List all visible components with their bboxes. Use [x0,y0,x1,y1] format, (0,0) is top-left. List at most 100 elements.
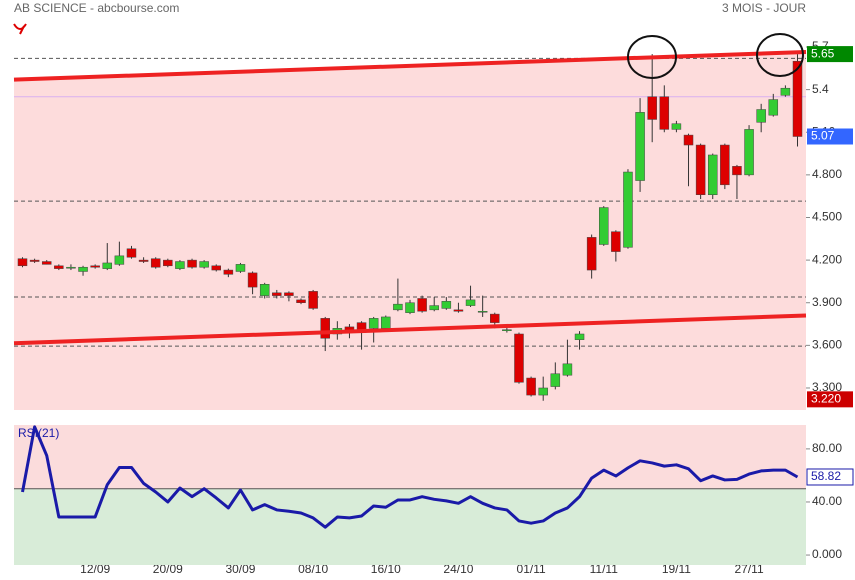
candle-body [90,265,100,268]
candle-body [538,387,548,396]
price-tag-label: 3.220 [811,392,841,406]
price-tag-label: 5.65 [811,46,835,60]
candle-body [659,96,670,130]
candle-body [599,207,609,245]
y-tick-label: 3.900 [812,295,842,309]
candle-body [223,269,234,275]
candle-body [126,248,137,258]
y-tick-label: 0.000 [812,547,842,561]
y-tick-label: 80.00 [812,441,842,455]
candle-body [477,311,488,313]
candle-body [29,259,40,262]
candle-body [671,123,682,130]
candle-body [792,60,803,137]
highlight-circle [756,33,804,77]
logo [13,23,27,35]
candle-body [150,258,161,268]
price-tag [807,128,853,145]
candle-body [66,266,76,269]
candle-body [707,154,718,196]
candle-body [756,109,766,123]
channel-fill [14,51,806,410]
chart-title: AB SCIENCE - abcbourse.com [14,1,179,15]
x-tick-label: 20/09 [153,562,183,576]
y-tick-label: 4.200 [812,252,842,266]
candle-body [393,303,403,311]
x-tick-label: 12/09 [80,562,110,576]
y-tick-label: 5.4 [812,82,829,96]
candle-body [102,262,113,269]
rsi-line [21,425,799,529]
candle-body [247,272,258,288]
candle-body [54,265,64,269]
candle-body [490,313,500,323]
candle-body [235,264,246,272]
price-tag [807,391,853,408]
candle-body [623,171,633,248]
candle-body [272,292,282,296]
x-tick-label: 24/10 [443,562,473,576]
x-tick-label: 11/11 [590,562,619,576]
candle-body [502,329,512,331]
candle-body [199,261,209,268]
candle-body [284,292,294,296]
candle-body [635,112,645,181]
annotations [627,33,804,79]
candle-body [138,259,149,262]
candle-body [114,255,125,265]
price-tag-label: 5.07 [811,129,835,143]
candle-body [429,305,439,311]
trend-line [13,49,807,82]
y-tick-label: 4.800 [812,167,842,181]
candle-body [780,87,791,96]
candle-body [683,134,694,146]
candle-body [441,301,452,309]
candle-body [611,231,621,252]
candle-body [720,144,730,186]
candle-body [768,99,779,116]
candle-body [308,291,318,309]
candle-body [320,318,330,339]
y-tick-label: 40.00 [812,494,842,508]
candle-body [465,299,476,306]
candle-body [695,144,706,196]
candle-body [211,265,221,271]
value-tag [806,468,854,486]
x-tick-label: 27/11 [734,562,763,576]
y-tick-label: 4.500 [812,210,842,224]
candle-body [417,298,427,312]
candle-body [526,377,536,396]
candle-body [175,261,185,269]
y-tick-label: 3.600 [812,338,842,352]
candle-body [41,261,52,265]
candle-body [296,299,306,303]
candle-body [453,309,464,312]
value-tag-label: 58.82 [811,469,841,483]
candle-body [17,258,28,267]
candle-body [187,259,197,268]
candle-body [562,363,573,376]
candle-body [574,333,585,340]
x-tick-label: 16/10 [371,562,401,576]
candle-body [78,266,88,272]
candle-body [514,333,524,383]
upper-zone [14,425,806,489]
highlight-circle [627,35,677,79]
candle-body [259,284,270,296]
candle-body [732,166,742,176]
candle-body [163,259,173,267]
chart-subtitle: 3 MOIS - JOUR [722,1,806,15]
candle-body [381,316,391,329]
candle-body [744,129,754,176]
x-tick-label: 01/11 [517,562,546,576]
candle-body [550,373,561,387]
price-tag [807,46,853,63]
trend-line [13,313,807,346]
x-tick-label: 19/11 [662,562,691,576]
y-tick-label: 3.300 [812,380,842,394]
candle-body [647,96,657,120]
candle-body [586,237,597,271]
candle-body [368,318,379,329]
candle-body [405,302,415,313]
